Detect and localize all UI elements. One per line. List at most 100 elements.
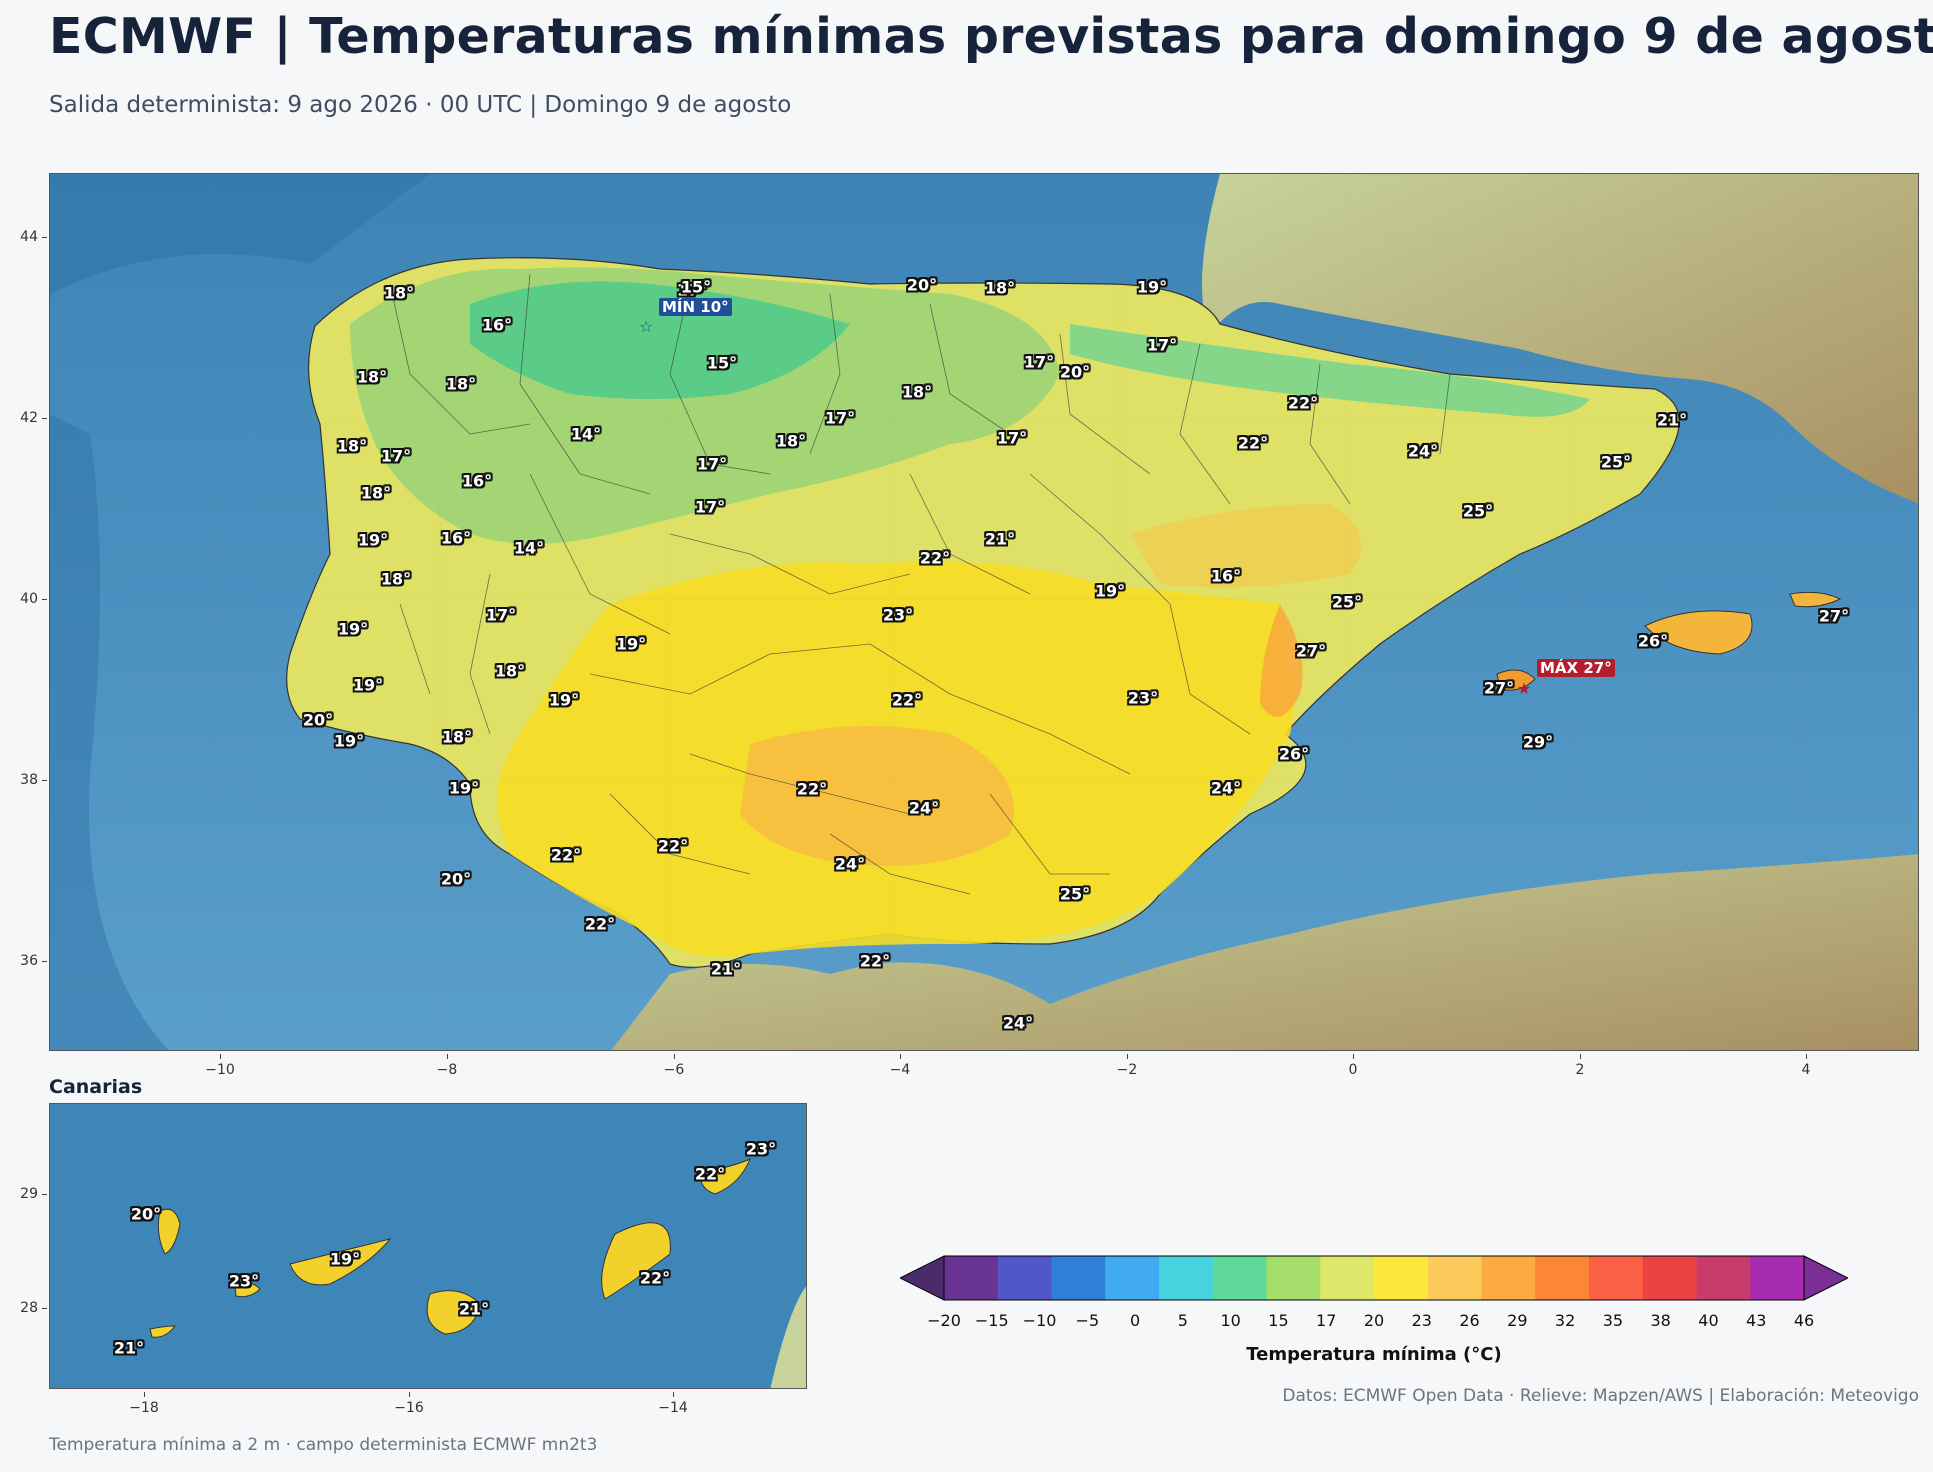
temperature-label: 20° bbox=[1059, 362, 1091, 382]
y-tick-label: 36 bbox=[20, 953, 38, 969]
y-tick-mark bbox=[42, 780, 47, 781]
x-tick-label: −8 bbox=[436, 1062, 458, 1078]
x-tick-label: −6 bbox=[663, 1062, 685, 1078]
x-tick-mark bbox=[409, 1392, 410, 1397]
colorbar-tick-label: 15 bbox=[1268, 1311, 1289, 1330]
temperature-label: 29° bbox=[1522, 732, 1554, 752]
temperature-label: 17° bbox=[1146, 335, 1178, 355]
temperature-label: 17° bbox=[696, 454, 728, 474]
temperature-label: 18° bbox=[441, 727, 473, 747]
temperature-label: 19° bbox=[337, 619, 369, 639]
inset-temperature-label: 23° bbox=[228, 1271, 260, 1291]
page-title: ECMWF | Temperaturas mínimas previstas p… bbox=[49, 8, 1933, 65]
colorbar-tick-label: 20 bbox=[1363, 1311, 1385, 1330]
y-tick-mark bbox=[42, 237, 47, 238]
x-tick-mark bbox=[673, 1392, 674, 1397]
canarias-inset-map[interactable]: 23° 22° 20° 19° 23° 22° 21° 21° bbox=[49, 1103, 807, 1389]
hot-zone-andalucia bbox=[740, 726, 1014, 866]
temperature-label: 17° bbox=[485, 605, 517, 625]
colorbar-tick-label: −15 bbox=[974, 1311, 1009, 1330]
temperature-label: 19° bbox=[548, 690, 580, 710]
colorbar-tick-label: 35 bbox=[1602, 1311, 1624, 1330]
colorbar-tick-label: 38 bbox=[1650, 1311, 1671, 1330]
temperature-label: 18° bbox=[383, 283, 415, 303]
temperature-label: 27° bbox=[1818, 606, 1850, 626]
temperature-label: 22° bbox=[859, 951, 891, 971]
temperature-label: 22° bbox=[1237, 433, 1269, 453]
y-tick-mark bbox=[42, 599, 47, 600]
max-marker-label: MÁX 27° bbox=[1537, 659, 1615, 677]
colorbar-tick-label: 10 bbox=[1220, 1311, 1241, 1330]
temperature-label: 27° bbox=[1295, 641, 1327, 661]
temperature-label: 19° bbox=[615, 634, 647, 654]
temperature-label: 20° bbox=[906, 275, 938, 295]
temperature-label: 15° bbox=[706, 353, 738, 373]
france-land bbox=[1202, 174, 1918, 504]
temperature-label: 19° bbox=[352, 675, 384, 695]
min-star-icon: ☆ bbox=[638, 317, 654, 336]
x-tick-mark bbox=[1127, 1054, 1128, 1059]
temperature-label: 18° bbox=[380, 569, 412, 589]
temperature-label: 16° bbox=[440, 528, 472, 548]
y-tick-mark bbox=[42, 961, 47, 962]
temperature-label: 17° bbox=[996, 428, 1028, 448]
temperature-label: 14° bbox=[513, 538, 545, 558]
inset-temperature-label: 22° bbox=[639, 1268, 671, 1288]
temperature-label: 22° bbox=[657, 836, 689, 856]
temperature-label: 19° bbox=[1136, 277, 1168, 297]
temperature-label: 19° bbox=[357, 530, 389, 550]
inset-map-canvas bbox=[50, 1104, 806, 1388]
pyrenees-zone bbox=[1070, 324, 1590, 417]
temperature-label: 24° bbox=[1407, 441, 1439, 461]
colorbar-tick-label: −5 bbox=[1075, 1311, 1100, 1330]
footnote-text: Temperatura mínima a 2 m · campo determi… bbox=[49, 1435, 598, 1455]
la-gomera bbox=[234, 1281, 261, 1298]
x-tick-mark bbox=[1806, 1054, 1807, 1059]
temperature-label: 24° bbox=[1002, 1013, 1034, 1033]
inset-title: Canarias bbox=[49, 1076, 143, 1098]
temperature-label: 23° bbox=[1127, 688, 1159, 708]
main-map[interactable]: 18° 17° 20° 18° 19° 16° 15° 17° 20° 18° 18° 15° 17° 2… bbox=[49, 173, 1919, 1051]
main-map-canvas bbox=[50, 174, 1918, 1050]
temperature-label: 25° bbox=[1462, 501, 1494, 521]
temperature-label: 22° bbox=[919, 548, 951, 568]
temperature-label: 14° bbox=[570, 424, 602, 444]
colorbar-tick-label: 29 bbox=[1507, 1311, 1528, 1330]
colorbar bbox=[900, 1255, 1848, 1301]
temperature-label: 15° bbox=[680, 277, 712, 297]
menorca bbox=[1789, 591, 1842, 608]
temperature-label: 25° bbox=[1331, 592, 1363, 612]
province-borders bbox=[389, 273, 1451, 895]
temperature-label: 17° bbox=[676, 280, 708, 300]
tenerife bbox=[289, 1238, 392, 1286]
la-palma bbox=[157, 1208, 181, 1255]
el-hierro bbox=[149, 1325, 177, 1338]
temperature-label: 16° bbox=[461, 471, 493, 491]
temperature-label: 20° bbox=[302, 710, 334, 730]
colorbar-tick-label: −20 bbox=[927, 1311, 961, 1330]
temperature-label: 19° bbox=[333, 731, 365, 751]
temperature-label: 24° bbox=[834, 854, 866, 874]
inset-temperature-label: 22° bbox=[694, 1164, 726, 1184]
colorbar-tick-label: −10 bbox=[1022, 1311, 1057, 1330]
temperature-label: 16° bbox=[481, 315, 513, 335]
colorbar-tick-label: 43 bbox=[1746, 1311, 1767, 1330]
temperature-label: 25° bbox=[1059, 884, 1091, 904]
inset-temperature-label: 20° bbox=[130, 1204, 162, 1224]
x-tick-label: −18 bbox=[129, 1400, 159, 1416]
ibiza bbox=[1496, 669, 1536, 691]
temperature-label: 18° bbox=[775, 431, 807, 451]
y-tick-label: 28 bbox=[20, 1300, 38, 1316]
temperature-label: 23° bbox=[882, 605, 914, 625]
temperature-label: 16° bbox=[1210, 566, 1242, 586]
x-tick-label: −4 bbox=[889, 1062, 911, 1078]
fuerteventura bbox=[601, 1222, 671, 1300]
colorbar-tick-label: 17 bbox=[1316, 1311, 1337, 1330]
lanzarote bbox=[699, 1157, 751, 1195]
y-tick-label: 29 bbox=[20, 1186, 38, 1202]
temperature-label: 18° bbox=[984, 278, 1016, 298]
y-tick-mark bbox=[42, 418, 47, 419]
temperature-label: 17° bbox=[694, 497, 726, 517]
temperature-label: 26° bbox=[1278, 744, 1310, 764]
inset-temperature-label: 23° bbox=[745, 1139, 777, 1159]
